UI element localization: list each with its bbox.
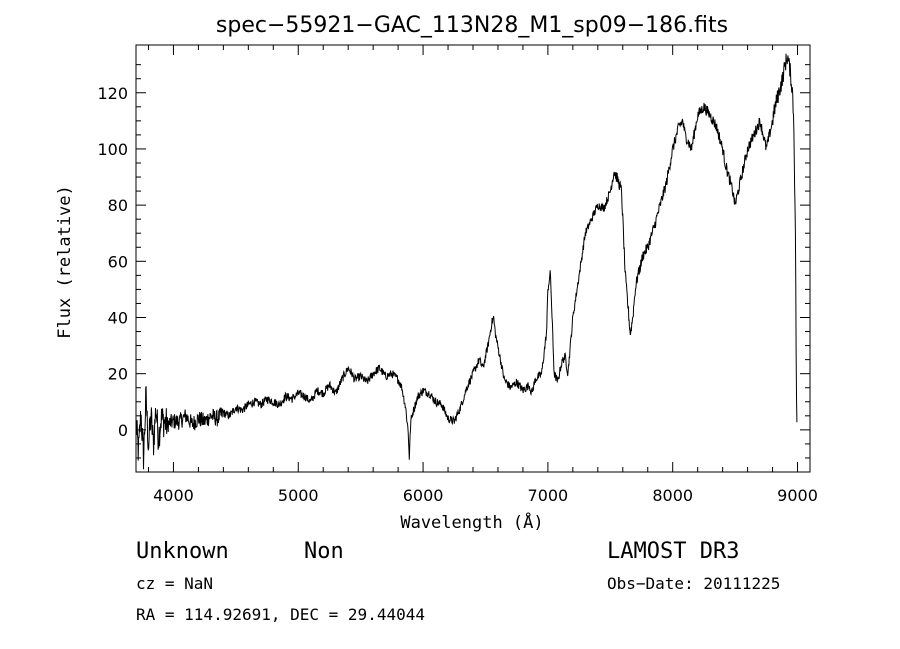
y-tick-label: 100 bbox=[97, 140, 128, 159]
x-tick-label: 9000 bbox=[777, 486, 818, 505]
x-tick-label: 6000 bbox=[403, 486, 444, 505]
redshift-label: cz = NaN bbox=[136, 574, 213, 593]
x-tick-label: 7000 bbox=[528, 486, 569, 505]
x-axis: 4000 5000 6000 7000 8000 9000 bbox=[147, 45, 818, 505]
y-tick-label: 20 bbox=[108, 365, 128, 384]
y-tick-label: 40 bbox=[108, 308, 128, 327]
spectrum-line bbox=[135, 53, 798, 470]
x-axis-label: Wavelength (Å) bbox=[400, 511, 543, 533]
y-tick-label: 80 bbox=[108, 196, 128, 215]
subclass-label: Non bbox=[304, 539, 344, 564]
x-tick-label: 4000 bbox=[153, 486, 194, 505]
obs-date-label: Obs−Date: 20111225 bbox=[607, 574, 780, 593]
y-tick-label: 60 bbox=[108, 252, 128, 271]
x-tick-label: 5000 bbox=[278, 486, 319, 505]
coordinates-label: RA = 114.92691, DEC = 29.44044 bbox=[136, 605, 425, 624]
survey-label: LAMOST DR3 bbox=[607, 539, 739, 564]
x-tick-label: 8000 bbox=[652, 486, 693, 505]
y-tick-label: 120 bbox=[97, 84, 128, 103]
chart-title: spec−55921−GAC_113N28_M1_sp09−186.fits bbox=[216, 13, 728, 38]
y-tick-label: 0 bbox=[118, 421, 128, 440]
y-axis: 0 20 40 60 80 100 120 bbox=[97, 64, 810, 459]
object-class-label: Unknown bbox=[136, 539, 229, 564]
y-axis-label: Flux (relative) bbox=[55, 185, 75, 339]
